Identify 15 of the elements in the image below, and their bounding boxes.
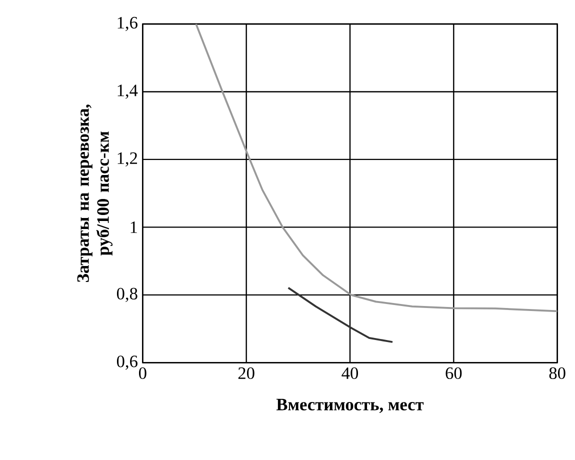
x-tick-label: 60: [446, 367, 462, 380]
y-tick-label: 0,6: [116, 356, 138, 370]
y-axis-title: Затраты на перевозка, руб/100 пасс-км: [77, 104, 112, 282]
x-tick-label: 80: [549, 367, 566, 380]
x-tick-label: 40: [342, 367, 358, 380]
line-series: [287, 286, 394, 343]
y-tick-label: 1,6: [118, 16, 138, 32]
x-tick-label: 0: [139, 367, 146, 380]
y-tick-label: 1,4: [118, 84, 138, 99]
x-axis-title: Вместимость, мест: [276, 398, 424, 413]
line-series: [195, 24, 558, 312]
x-tick-label: 20: [238, 367, 254, 380]
y-tick-label: 1,2: [118, 152, 138, 167]
y-tick-label: 0,8: [116, 288, 138, 302]
y-tick-label: 1: [130, 221, 137, 233]
